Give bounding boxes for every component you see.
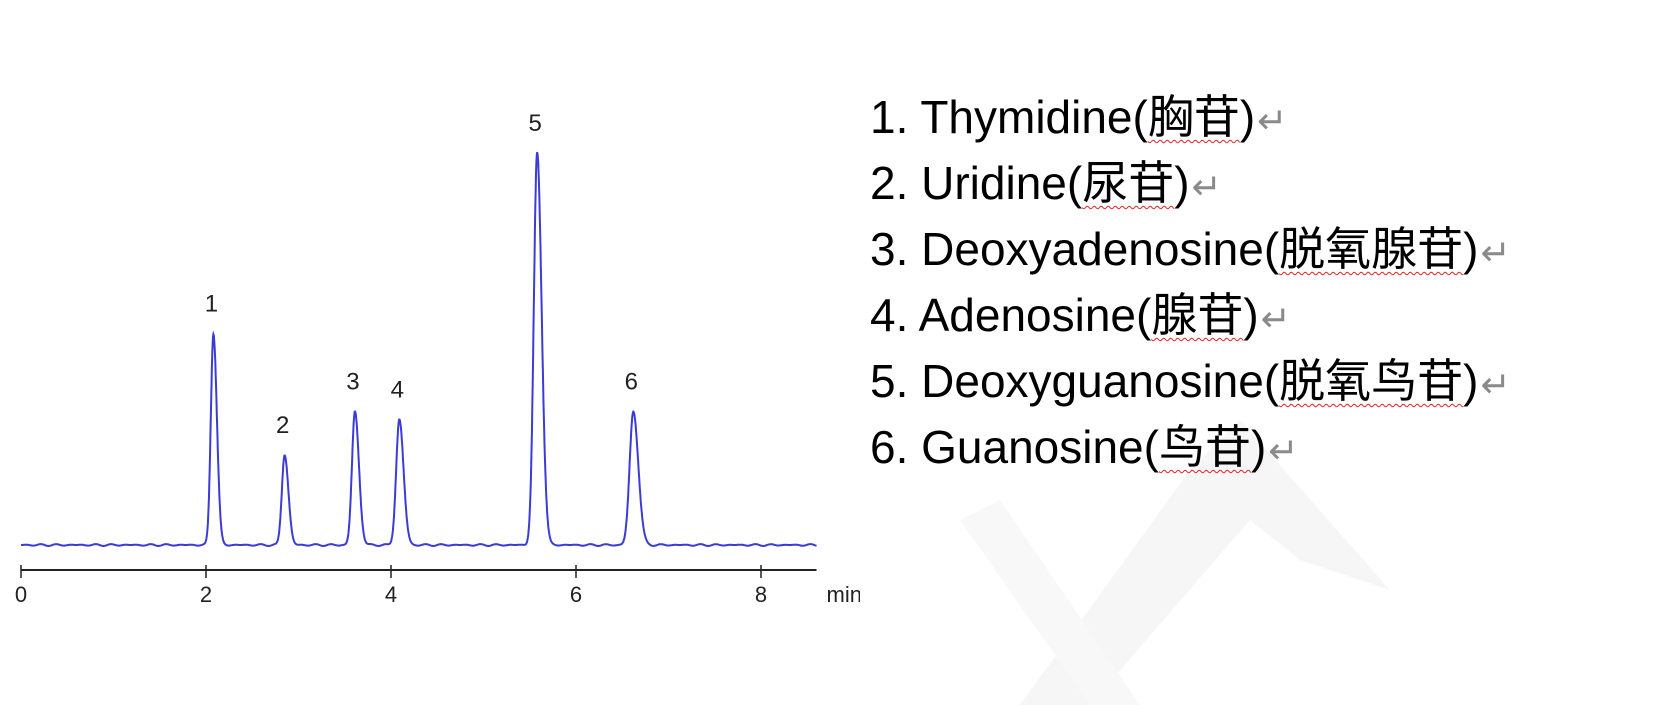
legend-item: 4. Adenosine(腺苷)↵ [870,282,1511,348]
peak-label: 2 [276,412,289,439]
legend-name: 1. Thymidine( [870,91,1148,143]
legend-chinese-name: 鸟苷 [1158,421,1251,473]
return-mark-icon: ↵ [1191,166,1222,207]
legend-item: 2. Uridine(尿苷)↵ [870,150,1511,216]
legend-paren: ) [1250,421,1267,473]
legend-paren: ) [1174,157,1190,209]
return-mark-icon: ↵ [1268,430,1299,471]
legend-paren: ) [1463,355,1479,407]
x-tick-label: 4 [385,582,397,607]
peak-label: 5 [528,110,541,137]
legend-name: 6. Guanosine( [870,421,1159,473]
peak-label: 6 [625,369,638,396]
peak-label: 1 [205,290,218,317]
legend-paren: ) [1243,289,1259,341]
return-mark-icon: ↵ [1260,298,1291,339]
chromatogram-trace [21,152,817,547]
legend-item: 6. Guanosine(鸟苷)↵ [870,414,1511,480]
legend-name: 3. Deoxyadenosine( [870,223,1280,275]
legend-chinese-name: 胸苷 [1147,91,1240,143]
legend-paren: ) [1463,223,1479,275]
return-mark-icon: ↵ [1480,232,1511,273]
peak-legend: 1. Thymidine(胸苷)↵ 2. Uridine(尿苷)↵ 3. Deo… [870,84,1511,480]
legend-chinese-name: 腺苷 [1151,289,1244,341]
legend-name: 5. Deoxyguanosine( [870,355,1280,407]
return-mark-icon: ↵ [1257,100,1288,141]
legend-item: 3. Deoxyadenosine(脱氧腺苷)↵ [870,216,1511,282]
x-axis-label: min [827,582,861,607]
legend-name: 2. Uridine( [870,157,1083,209]
x-tick-label: 6 [570,582,582,607]
legend-paren: ) [1239,91,1256,143]
chromatogram: 0 2 4 6 8 min 1 2 3 4 5 6 [15,110,861,607]
peak-label: 3 [346,369,359,396]
legend-chinese-name: 尿苷 [1082,157,1175,209]
x-tick-label: 0 [15,582,27,607]
peak-label: 4 [391,377,404,404]
legend-chinese-name: 脱氧腺苷 [1279,223,1464,275]
return-mark-icon: ↵ [1480,364,1511,405]
legend-chinese-name: 脱氧鸟苷 [1279,355,1464,407]
legend-name: 4. Adenosine( [870,289,1152,341]
x-tick-label: 8 [755,582,767,607]
x-tick-label: 2 [200,582,212,607]
legend-item: 1. Thymidine(胸苷)↵ [870,84,1511,150]
legend-item: 5. Deoxyguanosine(脱氧鸟苷)↵ [870,348,1511,414]
